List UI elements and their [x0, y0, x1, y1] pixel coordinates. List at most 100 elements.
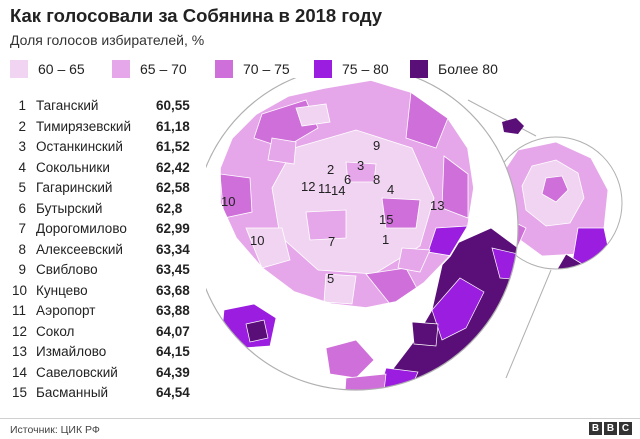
rank-number: 5 [18, 180, 26, 195]
rank-number: 12 [12, 323, 28, 339]
overview-map [490, 137, 622, 269]
vote-share: 63,45 [156, 262, 190, 277]
rank-number: 9 [18, 262, 26, 277]
district-name: Аэропорт [36, 303, 96, 318]
list-item: 4 Сокольники 62,42 [12, 160, 202, 181]
map-label-13: 13 [430, 198, 444, 213]
district-name: Алексеевский [36, 241, 123, 257]
legend-swatch [314, 60, 332, 78]
district-ranking-list: 1 Таганский 60,55 2 Тимирязевский 61,18 3 Ост… [12, 98, 202, 406]
zoom-ring [206, 78, 519, 391]
vote-share: 63,88 [156, 303, 190, 318]
map-label-7: 7 [328, 234, 335, 249]
list-item: 5 Гагаринский 62,58 [12, 180, 202, 201]
map-label-11: 11 [318, 181, 332, 196]
map-label-5: 5 [327, 271, 334, 286]
rank-number: 7 [18, 221, 26, 236]
rank-number: 8 [18, 241, 26, 257]
district-region [381, 197, 421, 229]
rank-number: 14 [12, 364, 28, 380]
legend-item-60-65: 60 – 65 [10, 58, 85, 80]
legend-item-70-75: 70 – 75 [215, 58, 290, 80]
zoom-connector-line [467, 99, 537, 137]
map-label-14: 14 [331, 183, 345, 198]
map-label-6: 6 [344, 172, 351, 187]
district-name: Тимирязевский [36, 118, 131, 134]
vote-share: 60,55 [156, 98, 190, 113]
district-region [245, 227, 291, 269]
district-region [325, 339, 375, 379]
vote-share: 64,15 [156, 344, 190, 359]
legend-label: 60 – 65 [38, 61, 85, 77]
list-item: 13 Измайлово 64,15 [12, 344, 202, 365]
district-name: Савеловский [36, 364, 118, 380]
source-note: Источник: ЦИК РФ [10, 424, 100, 436]
district-region [345, 161, 377, 183]
vote-share: 61,52 [156, 139, 190, 154]
list-item: 14 Савеловский 64,39 [12, 365, 202, 386]
district-region [220, 173, 253, 219]
map-label-2: 2 [327, 162, 334, 177]
logo-letter: B [589, 422, 602, 435]
vote-share: 64,07 [156, 323, 190, 339]
rank-number: 10 [12, 282, 28, 298]
map-label-10-west: 10 [221, 194, 235, 209]
vote-share: 62,58 [156, 180, 190, 195]
district-name: Измайлово [36, 344, 107, 359]
district-name: Дорогомилово [36, 221, 127, 236]
rank-number: 15 [12, 385, 28, 400]
zoom-connector-line [505, 269, 552, 379]
rank-number: 6 [18, 200, 26, 216]
list-item: 7 Дорогомилово 62,99 [12, 221, 202, 242]
vote-share: 63,68 [156, 282, 190, 298]
legend-label: Более 80 [438, 61, 498, 77]
legend-label: 70 – 75 [243, 61, 290, 77]
legend-swatch [215, 60, 233, 78]
district-region [245, 319, 269, 343]
district-name: Кунцево [36, 282, 88, 298]
district-name: Таганский [36, 98, 99, 113]
map-label-9: 9 [373, 138, 380, 153]
map-label-8: 8 [373, 172, 380, 187]
list-item: 1 Таганский 60,55 [12, 98, 202, 119]
list-item: 9 Свиблово 63,45 [12, 262, 202, 283]
rank-number: 13 [12, 344, 28, 359]
vote-share: 62,42 [156, 159, 190, 175]
legend-label: 75 – 80 [342, 61, 389, 77]
footer-divider [0, 418, 640, 419]
list-item: 8 Алексеевский 63,34 [12, 242, 202, 263]
legend-swatch [410, 60, 428, 78]
rank-number: 11 [12, 303, 27, 318]
rank-number: 4 [18, 159, 26, 175]
city-districts [220, 80, 474, 308]
zoomed-map: 9 2 3 6 8 12 11 14 4 10 13 15 10 7 1 5 [206, 78, 518, 390]
vote-share: 62,99 [156, 221, 190, 236]
legend-item-65-70: 65 – 70 [112, 58, 187, 80]
map-label-1: 1 [382, 232, 389, 247]
logo-letter: C [619, 422, 632, 435]
rank-number: 3 [18, 139, 26, 154]
vote-share: 61,18 [156, 118, 190, 134]
district-name: Басманный [36, 385, 109, 400]
overview-region [541, 175, 569, 203]
district-name: Останкинский [36, 139, 123, 154]
page-title: Как голосовали за Собянина в 2018 году [10, 5, 383, 26]
legend-item-75-80: 75 – 80 [314, 58, 389, 80]
district-region [323, 273, 357, 305]
list-item: 2 Тимирязевский 61,18 [12, 119, 202, 140]
legend: 60 – 65 65 – 70 70 – 75 75 – 80 Более 80 [10, 58, 530, 80]
district-name: Сокол [36, 323, 75, 339]
map-label-10: 10 [250, 233, 264, 248]
district-name: Гагаринский [36, 180, 113, 195]
list-item: 10 Кунцево 63,68 [12, 283, 202, 304]
ring-road-outline [219, 79, 475, 309]
map-label-3: 3 [357, 158, 364, 173]
rank-number: 2 [18, 118, 26, 134]
vote-share: 64,54 [156, 385, 190, 400]
logo-letter: B [604, 422, 617, 435]
list-item: 6 Бутырский 62,8 [12, 201, 202, 222]
district-region [343, 373, 387, 390]
map-label-15: 15 [379, 212, 393, 227]
district-region [411, 321, 439, 347]
district-region [305, 209, 347, 241]
